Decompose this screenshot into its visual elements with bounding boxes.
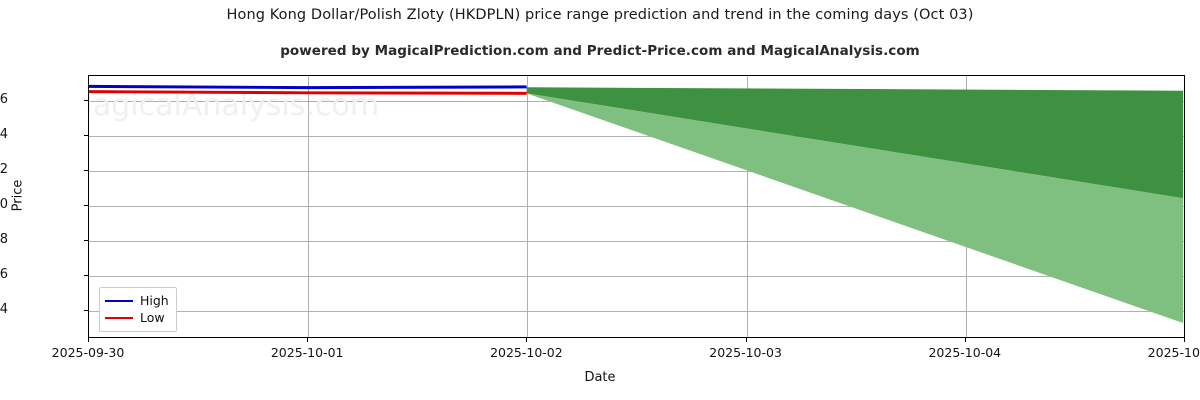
gridline-horizontal — [89, 241, 1184, 243]
y-tick-label: 0.40 — [0, 197, 8, 213]
y-tick-label: 0.46 — [0, 92, 8, 108]
x-tick-label: 2025-10-04 — [928, 345, 1002, 360]
x-tick-label: 2025-09-30 — [51, 345, 125, 360]
gridline-horizontal — [89, 206, 1184, 208]
series-line-high — [89, 84, 527, 90]
legend-swatch-high-icon — [105, 299, 133, 302]
x-tick-mark — [964, 338, 966, 342]
y-axis-label: Price — [10, 179, 26, 212]
gridline-horizontal — [89, 275, 1184, 277]
legend-swatch-low-icon — [105, 316, 133, 319]
gridline-horizontal — [89, 171, 1184, 173]
gridline-horizontal — [89, 310, 1184, 312]
chart-title: Hong Kong Dollar/Polish Zloty (HKDPLN) p… — [226, 7, 974, 23]
y-tick-mark — [84, 240, 88, 242]
x-tick-mark — [526, 338, 528, 342]
y-tick-mark — [84, 100, 88, 102]
x-tick-label: 2025-10-05 — [1147, 345, 1200, 360]
x-tick-label: 2025-10-01 — [270, 345, 344, 360]
x-axis-label: Date — [584, 370, 616, 385]
gridline-vertical — [308, 76, 310, 337]
price-lines — [89, 84, 527, 95]
prediction-bands — [526, 87, 1184, 324]
y-tick-label: 0.38 — [0, 232, 8, 248]
y-tick-mark — [84, 205, 88, 207]
x-tick-mark — [307, 338, 309, 342]
x-tick-mark — [1184, 338, 1185, 342]
prediction-band-dark — [526, 87, 1184, 199]
y-tick-mark — [84, 170, 88, 172]
x-tick-label: 2025-10-03 — [709, 345, 782, 360]
series-layer — [89, 84, 1184, 324]
x-tick-mark — [88, 338, 89, 342]
x-tick-label: 2025-10-02 — [490, 345, 563, 360]
plot-area: MagicalAnalysis.comMagicalPrediction.com… — [88, 75, 1185, 338]
y-tick-label: 0.36 — [0, 266, 8, 282]
y-tick-label: 0.42 — [0, 162, 8, 178]
prediction-band-light — [526, 93, 1184, 324]
chart-legend[interactable]: High Low — [99, 287, 177, 332]
y-tick-mark — [84, 135, 88, 137]
y-tick-mark — [84, 309, 88, 311]
x-tick-mark — [745, 338, 747, 342]
gridline-vertical — [746, 76, 748, 337]
y-tick-label: 0.34 — [0, 301, 8, 317]
legend-label: Low — [140, 310, 165, 325]
gridline-horizontal — [89, 136, 1184, 138]
legend-label: High — [140, 293, 169, 308]
y-tick-mark — [84, 274, 88, 276]
series-line-low — [89, 90, 527, 95]
legend-item-high[interactable]: High — [105, 292, 169, 309]
chart-subtitle: powered by MagicalPrediction.com and Pre… — [280, 43, 920, 59]
legend-item-low[interactable]: Low — [105, 309, 169, 326]
y-tick-label: 0.44 — [0, 127, 8, 143]
gridline-vertical — [527, 76, 529, 337]
